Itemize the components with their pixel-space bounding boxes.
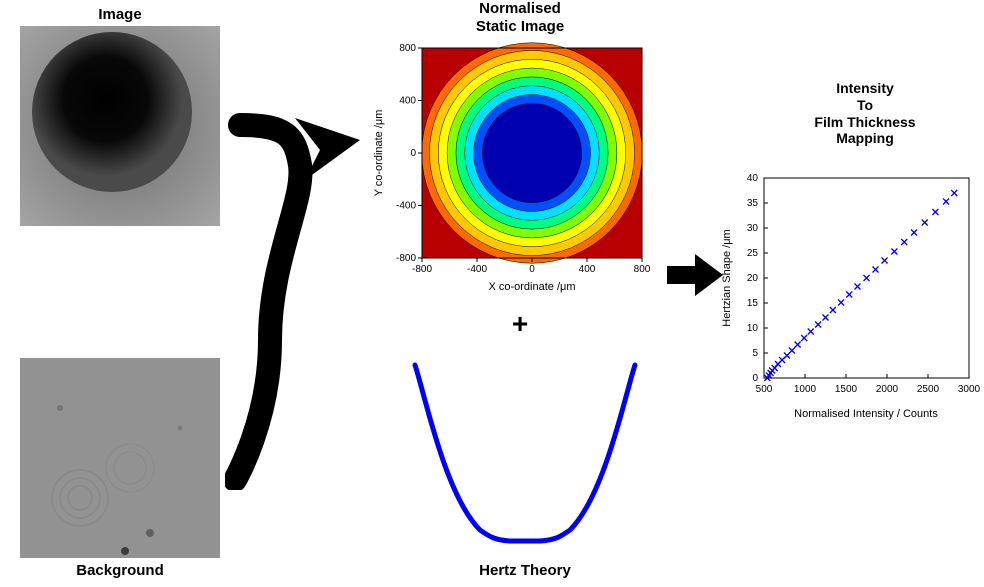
svg-text:3000: 3000 <box>958 384 980 395</box>
svg-text:1500: 1500 <box>835 384 858 395</box>
svg-text:15: 15 <box>747 298 759 309</box>
scatter-plot: 0 5 10 15 20 25 30 35 40 500 1000 1500 2000 2500 3000… <box>720 170 980 425</box>
scatter-xlabel: Normalised Intensity / Counts <box>794 408 938 420</box>
svg-text:40: 40 <box>747 173 759 184</box>
svg-text:10: 10 <box>747 323 759 334</box>
label-background: Background <box>60 562 180 579</box>
scatter-ylabel: Hertzian Shape /μm <box>721 229 733 326</box>
label-mapping-line1: Intensity <box>836 80 894 96</box>
svg-text:500: 500 <box>756 384 773 395</box>
curvy-merge-arrow <box>225 80 375 490</box>
label-image: Image <box>60 6 180 23</box>
straight-arrow <box>665 250 725 300</box>
svg-text:400: 400 <box>399 96 416 107</box>
svg-text:-400: -400 <box>467 264 487 275</box>
label-normalised-line1: Normalised <box>479 0 561 17</box>
svg-text:35: 35 <box>747 198 759 209</box>
plus-sign: + <box>500 308 540 340</box>
grayscale-image-top <box>20 26 220 226</box>
hertz-curve <box>400 355 650 555</box>
microscopy-background-icon <box>20 358 220 558</box>
svg-text:30: 30 <box>747 223 759 234</box>
label-mapping-line2: To <box>857 97 873 113</box>
svg-text:0: 0 <box>752 373 758 384</box>
grayscale-image-bottom <box>20 358 220 558</box>
contour-plot: -800 -400 0 400 800 -800 -400 0 400 800 X co-ord… <box>370 40 670 300</box>
svg-text:0: 0 <box>410 148 416 159</box>
label-mapping-line3: Film Thickness <box>814 114 915 130</box>
svg-text:800: 800 <box>399 43 416 54</box>
label-mapping-line4: Mapping <box>836 130 894 146</box>
svg-text:-400: -400 <box>396 201 416 212</box>
label-hertz: Hertz Theory <box>455 562 595 579</box>
label-normalised: Normalised Static Image <box>430 0 610 36</box>
svg-text:1000: 1000 <box>794 384 817 395</box>
microscopy-blob-icon <box>20 26 220 226</box>
svg-text:0: 0 <box>529 264 535 275</box>
svg-text:2500: 2500 <box>917 384 940 395</box>
svg-text:25: 25 <box>747 248 759 259</box>
svg-text:2000: 2000 <box>876 384 899 395</box>
label-mapping: Intensity To Film Thickness Mapping <box>780 80 950 147</box>
label-normalised-line2: Static Image <box>476 18 564 35</box>
svg-text:-800: -800 <box>396 253 416 264</box>
svg-text:5: 5 <box>752 348 758 359</box>
svg-text:20: 20 <box>747 273 759 284</box>
contour-ylabel: Y co-ordinate /μm <box>373 110 385 197</box>
svg-text:800: 800 <box>634 264 651 275</box>
svg-text:-800: -800 <box>412 264 432 275</box>
contour-xlabel: X co-ordinate /μm <box>488 281 575 293</box>
svg-text:400: 400 <box>579 264 596 275</box>
